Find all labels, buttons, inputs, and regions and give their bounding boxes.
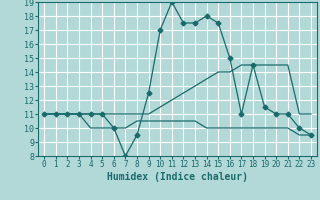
X-axis label: Humidex (Indice chaleur): Humidex (Indice chaleur) bbox=[107, 172, 248, 182]
